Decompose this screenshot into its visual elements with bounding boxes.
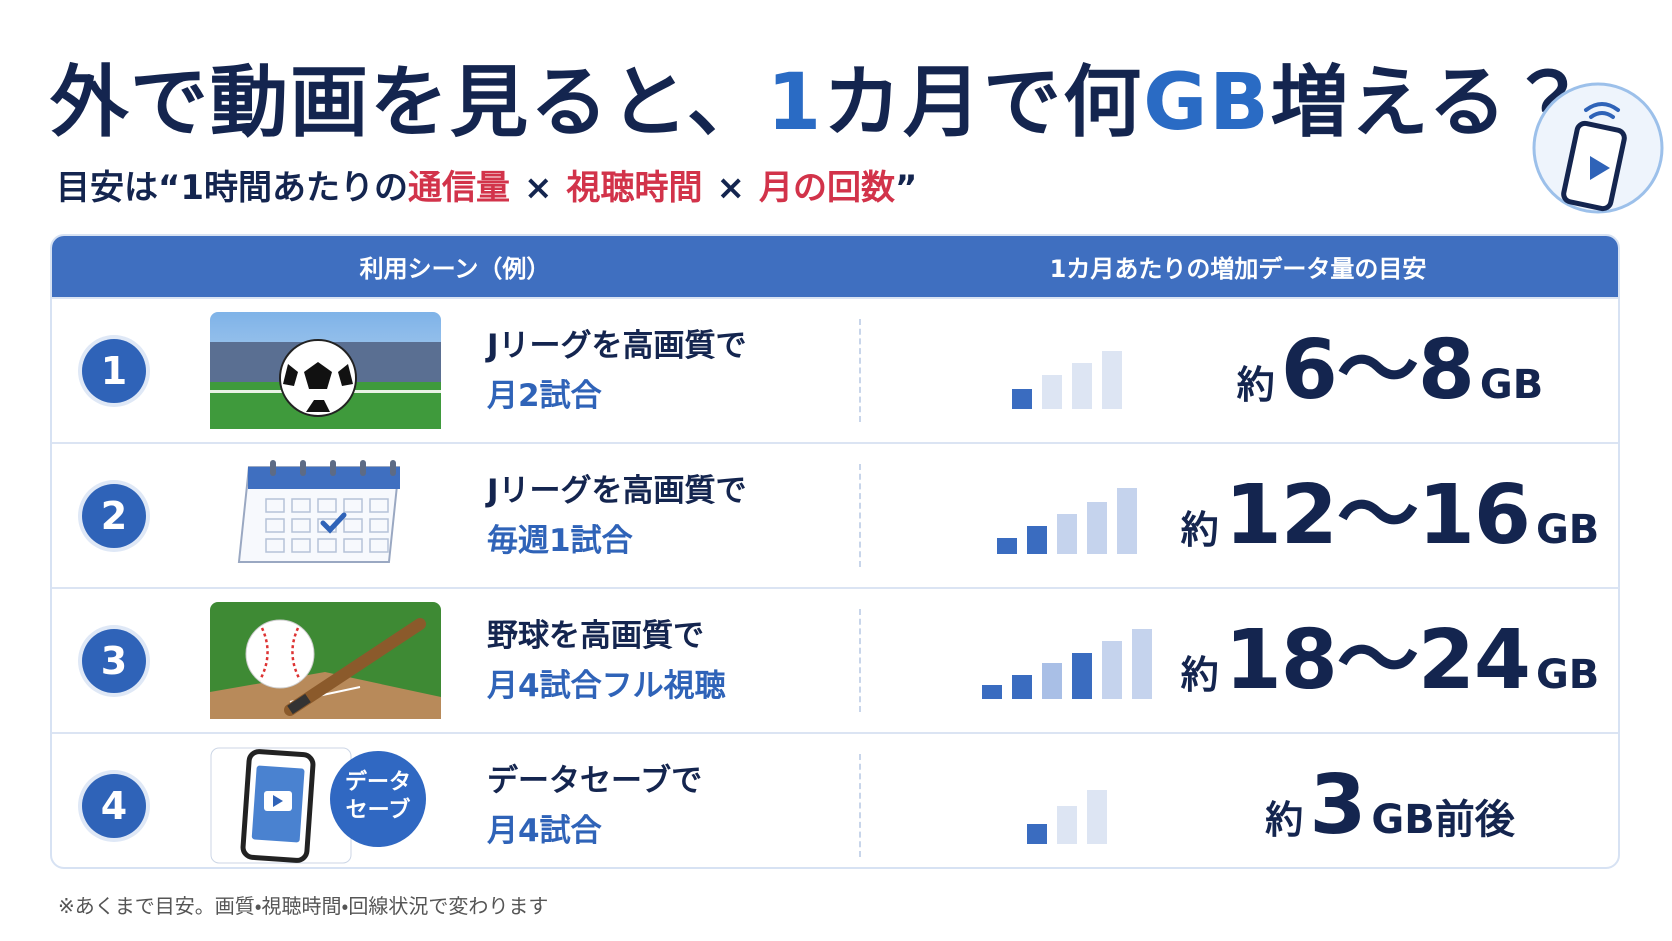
estimate-amount: 3 — [1309, 758, 1366, 853]
badge-text: データ — [345, 769, 411, 795]
subtitle: 目安は“1時間あたりの通信量 × 視聴時間 × 月の回数” — [56, 160, 917, 209]
signal-bar — [1012, 675, 1032, 699]
scene-illustration — [237, 460, 401, 563]
title: 外で動画を見ると、1カ月で何GB増える？ — [50, 40, 1588, 152]
phone-icon — [1532, 82, 1664, 214]
signal-bar — [1042, 663, 1062, 699]
estimate-unit: GB — [1479, 362, 1544, 408]
title-part: 増える？ — [1270, 58, 1589, 148]
signal-bar — [1087, 790, 1107, 844]
estimate-amount: 12〜16 — [1224, 468, 1531, 563]
subtitle-part: 月の回数 — [759, 168, 896, 208]
divider — [859, 609, 861, 712]
scene-line: 月2試合 — [487, 377, 602, 414]
estimate: 約 18〜24 GB — [1162, 589, 1618, 732]
table-header: 利用シーン（例） 1カ月あたりの増加データ量の目安 — [52, 236, 1618, 297]
title-part: 外で動画を見ると、 — [50, 58, 767, 148]
estimate: 約 6〜8 GB — [1162, 299, 1618, 442]
table: 利用シーン（例） 1カ月あたりの増加データ量の目安 1 Jリーグを高画質で 月2試合… — [50, 234, 1620, 869]
signal-bars — [997, 488, 1137, 554]
table-row: 2 Jリーグを高画質で 毎週1試合 約 12〜16 GB — [52, 442, 1618, 587]
estimate: 約 3 GB前後 — [1162, 734, 1618, 867]
signal-bar — [997, 538, 1017, 554]
signal-bars — [1027, 790, 1107, 844]
estimate-prefix: 約 — [1236, 363, 1275, 407]
scene: Jリーグを高画質で 毎週1試合 — [487, 466, 857, 566]
estimate-prefix: 約 — [1180, 508, 1219, 552]
signal-bar — [1132, 629, 1152, 699]
scene-line: 毎週1試合 — [487, 522, 633, 559]
signal-bars — [1012, 351, 1122, 409]
title-part: 1 — [766, 58, 824, 148]
estimate: 約 12〜16 GB — [1162, 444, 1618, 587]
scene-line: 野球を高画質で — [487, 617, 704, 654]
estimate-prefix: 約 — [1265, 798, 1304, 842]
signal-bar — [1117, 488, 1137, 554]
row-number: 3 — [82, 628, 146, 693]
estimate-unit: GB前後 — [1371, 797, 1515, 843]
signal-bar — [1057, 514, 1077, 554]
badge-text: セーブ — [346, 797, 411, 823]
table-row: 4 データ セーブ データセーブで 月4試合 約 3 GB前後 — [52, 732, 1618, 867]
title-part: GB — [1143, 58, 1271, 148]
scene: データセーブで 月4試合 — [487, 756, 857, 856]
scene-line: 月4試合フル視聴 — [487, 667, 726, 704]
estimate-prefix: 約 — [1180, 653, 1219, 697]
title-part: カ月で何 — [823, 58, 1144, 148]
signal-bar — [1087, 502, 1107, 554]
subtitle-part: 通信量 — [408, 168, 511, 208]
scene-line: 月4試合 — [487, 812, 602, 849]
scene-illustration — [210, 312, 441, 429]
signal-bar — [1027, 824, 1047, 844]
signal-bars — [982, 629, 1152, 699]
signal-bar — [1027, 526, 1047, 554]
signal-bar — [1042, 375, 1062, 409]
signal-bar — [1102, 641, 1122, 699]
signal-bar — [1012, 389, 1032, 409]
table-row: 1 Jリーグを高画質で 月2試合 約 6〜8 GB — [52, 297, 1618, 442]
scene-line: データセーブで — [487, 762, 703, 799]
divider — [859, 754, 861, 857]
subtitle-part: × — [716, 168, 746, 208]
signal-bar — [982, 685, 1002, 699]
row-number: 1 — [82, 338, 146, 403]
divider — [859, 319, 861, 422]
column-header: 利用シーン（例） — [359, 255, 551, 283]
subtitle-part: × — [524, 168, 553, 208]
row-number: 4 — [82, 773, 146, 838]
estimate-amount: 18〜24 — [1224, 613, 1531, 708]
table-row: 3 野球を高画質で 月4試合フル視聴 約 18〜24 GB — [52, 587, 1618, 732]
row-number: 2 — [82, 483, 146, 548]
estimate-unit: GB — [1535, 507, 1600, 553]
subtitle-part: 目安は“1時間あたりの — [56, 168, 409, 208]
estimate-amount: 6〜8 — [1280, 323, 1475, 418]
scene-illustration: データセーブ — [210, 747, 426, 864]
subtitle-part: ” — [895, 168, 918, 208]
scene-illustration — [210, 602, 441, 719]
divider — [859, 464, 861, 567]
subtitle-part: 視聴時間 — [566, 168, 703, 208]
estimate-unit: GB — [1535, 652, 1600, 698]
signal-bar — [1072, 363, 1092, 409]
signal-bar — [1057, 806, 1077, 844]
signal-bar — [1102, 351, 1122, 409]
scene: 野球を高画質で 月4試合フル視聴 — [487, 611, 857, 711]
scene: Jリーグを高画質で 月2試合 — [487, 321, 857, 421]
scene-line: Jリーグを高画質で — [487, 472, 747, 509]
signal-bar — [1072, 653, 1092, 699]
footnote: ※あくまで目安。画質・視聴時間・回線状況で変わります — [58, 894, 549, 918]
column-header: 1カ月あたりの増加データ量の目安 — [1049, 255, 1427, 283]
scene-line: Jリーグを高画質で — [487, 327, 747, 364]
